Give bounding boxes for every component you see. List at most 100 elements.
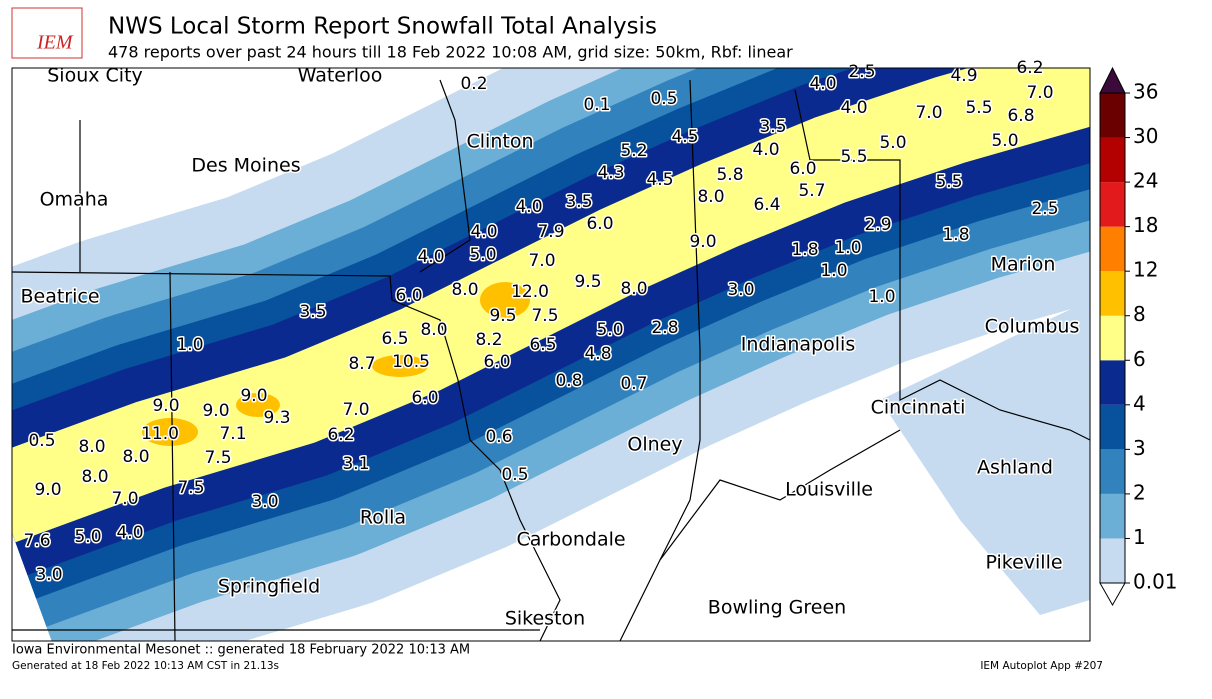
report-label: 12.0 — [511, 282, 549, 302]
city-label: Omaha — [40, 189, 109, 211]
report-label: 1.8 — [791, 240, 818, 260]
colorbar-segment — [1100, 137, 1125, 183]
colorbar-label: 6 — [1133, 347, 1146, 371]
colorbar-segment — [1100, 360, 1125, 405]
report-label: 6.5 — [381, 329, 408, 349]
report-label: 8.0 — [81, 467, 108, 487]
report-label: 5.7 — [798, 181, 825, 201]
report-label: 5.5 — [935, 172, 962, 192]
report-label: 6.0 — [395, 286, 422, 306]
report-label: 3.5 — [299, 302, 326, 322]
report-label: 9.0 — [240, 386, 267, 406]
report-label: 11.0 — [141, 424, 179, 444]
colorbar-segment — [1100, 493, 1125, 539]
footer-small: Generated at 18 Feb 2022 10:13 AM CST in… — [12, 660, 279, 672]
report-label: 8.0 — [451, 280, 478, 300]
report-label: 1.0 — [820, 261, 847, 281]
colorbar-segment — [1100, 538, 1125, 583]
snow-band — [880, 300, 1090, 615]
colorbar-label: 2 — [1133, 480, 1146, 504]
report-label: 3.0 — [727, 280, 754, 300]
report-label: 2.8 — [651, 318, 678, 338]
border — [794, 89, 1090, 441]
footer-left: Iowa Environmental Mesonet :: generated … — [12, 643, 470, 658]
title: NWS Local Storm Report Snowfall Total An… — [108, 14, 657, 40]
city-label: Marion — [991, 254, 1056, 276]
report-label: 5.0 — [74, 527, 101, 547]
colorbar-segment — [1100, 404, 1125, 450]
report-label: 9.5 — [489, 306, 516, 326]
report-label: 6.0 — [789, 159, 816, 179]
colorbar-label: 0.01 — [1133, 570, 1178, 594]
city-label: Louisville — [785, 479, 873, 501]
report-label: 7.5 — [204, 448, 231, 468]
colorbar-label: 24 — [1133, 169, 1158, 193]
report-label: 4.5 — [671, 127, 698, 147]
colorbar-extend-over — [1099, 66, 1126, 94]
report-label: 5.0 — [469, 245, 496, 265]
report-label: 0.2 — [460, 74, 487, 94]
report-label: 8.0 — [420, 320, 447, 340]
city-label: Carbondale — [516, 529, 625, 551]
report-label: 0.7 — [620, 374, 647, 394]
report-label: 2.9 — [864, 215, 891, 235]
report-label: 0.1 — [583, 95, 610, 115]
report-label: 0.5 — [650, 89, 677, 109]
subtitle: 478 reports over past 24 hours till 18 F… — [108, 43, 793, 62]
colorbar-label: 18 — [1133, 213, 1158, 237]
report-label: 10.5 — [392, 352, 430, 372]
report-label: 5.0 — [991, 131, 1018, 151]
snow-band — [480, 282, 530, 318]
report-label: 3.0 — [35, 565, 62, 585]
report-label: 4.0 — [515, 197, 542, 217]
report-label: 0.5 — [501, 465, 528, 485]
report-label: 1.0 — [176, 335, 203, 355]
report-label: 6.5 — [529, 335, 556, 355]
report-label: 6.0 — [411, 388, 438, 408]
map-frame — [11, 67, 1091, 642]
report-label: 6.2 — [327, 425, 354, 445]
report-label: 8.0 — [78, 437, 105, 457]
city-label: Waterloo — [298, 65, 383, 87]
report-label: 9.0 — [34, 480, 61, 500]
report-label: 6.8 — [1007, 106, 1034, 126]
report-label: 3.1 — [342, 454, 369, 474]
city-label: Springfield — [218, 576, 320, 598]
report-label: 8.7 — [348, 354, 375, 374]
report-label: 5.5 — [965, 98, 992, 118]
labels: Sioux City Waterloo Clinton Des Moines Omaha… — [19, 57, 1081, 632]
report-label: 4.9 — [950, 66, 977, 86]
report-label: 7.5 — [531, 306, 558, 326]
border — [419, 79, 471, 273]
report-label: 8.2 — [475, 330, 502, 350]
report-label: 5.8 — [716, 165, 743, 185]
report-label: 4.3 — [597, 163, 624, 183]
report-label: 3.5 — [759, 117, 786, 137]
report-label: 4.0 — [840, 98, 867, 118]
report-label: 3.0 — [251, 492, 278, 512]
border — [619, 79, 701, 641]
city-label: Sikeston — [505, 608, 585, 630]
report-label: 9.0 — [202, 401, 229, 421]
report-label: 7.0 — [915, 103, 942, 123]
report-label: 4.0 — [809, 74, 836, 94]
border — [659, 429, 901, 561]
report-label: 7.1 — [219, 424, 246, 444]
report-label: 7.0 — [1026, 83, 1053, 103]
report-label: 2.5 — [848, 62, 875, 82]
report-label: 4.5 — [646, 170, 673, 190]
colorbar-label: 12 — [1133, 258, 1158, 282]
report-label: 7.9 — [537, 222, 564, 242]
report-label: 6.0 — [483, 352, 510, 372]
report-label: 4.0 — [417, 247, 444, 267]
report-label: 8.0 — [620, 279, 647, 299]
report-label: 4.0 — [470, 222, 497, 242]
report-label: 0.8 — [555, 371, 582, 391]
report-label: 4.0 — [752, 140, 779, 160]
report-label: 7.0 — [342, 400, 369, 420]
report-label: 7.0 — [528, 251, 555, 271]
footer-right: IEM Autoplot App #207 — [980, 660, 1103, 672]
report-label: 3.5 — [565, 192, 592, 212]
report-label: 2.5 — [1031, 199, 1058, 219]
